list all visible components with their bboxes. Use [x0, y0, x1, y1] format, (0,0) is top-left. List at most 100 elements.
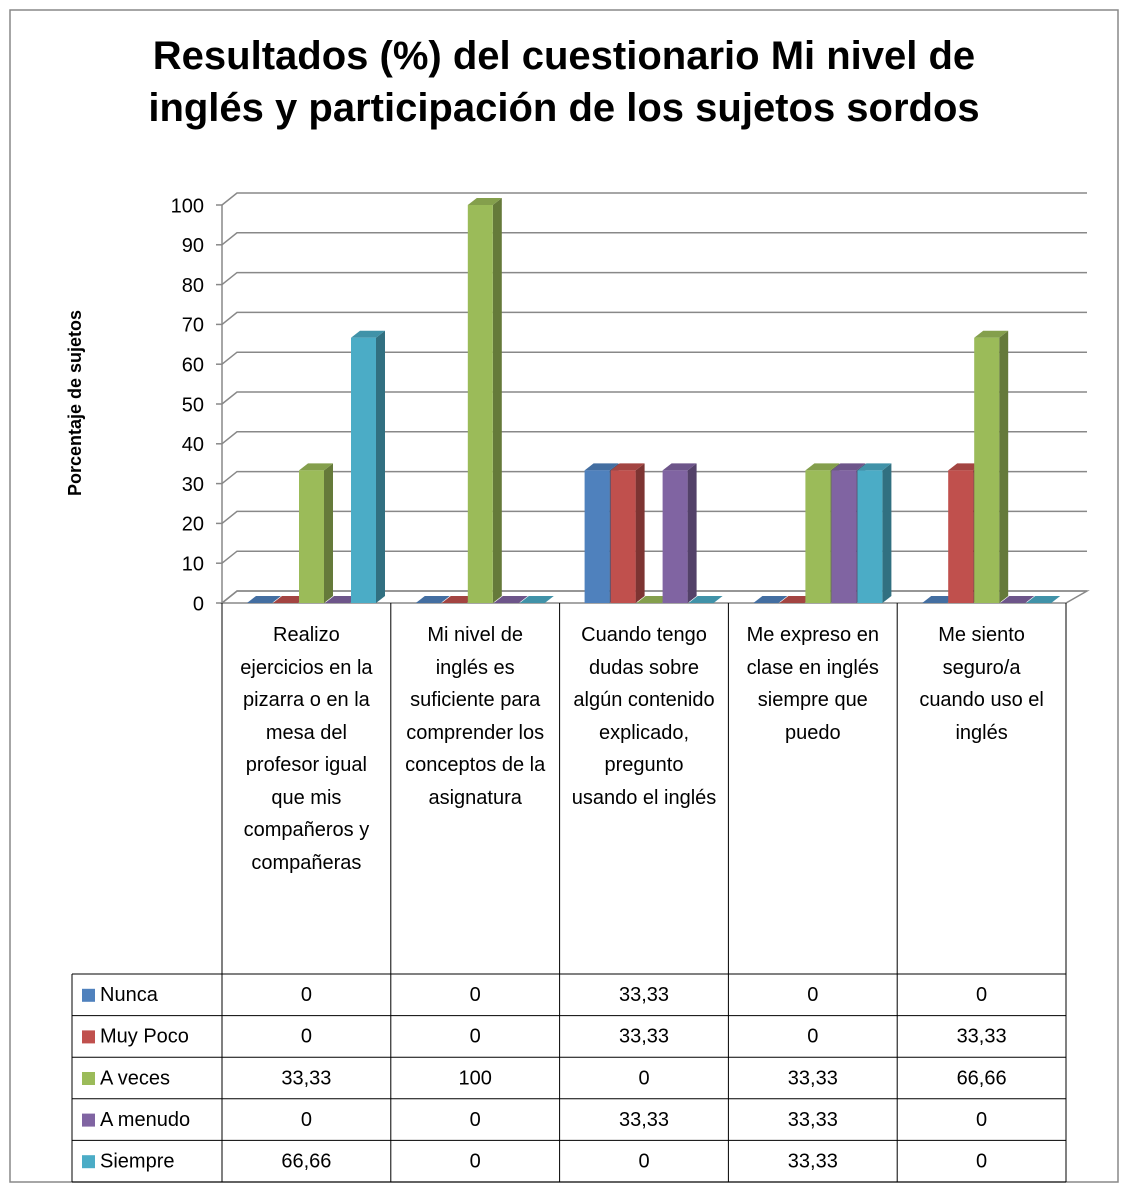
table-value: 33,33	[619, 1026, 669, 1048]
bar	[636, 596, 671, 604]
bar-top	[273, 596, 307, 603]
bar	[922, 596, 957, 604]
bar	[247, 596, 281, 604]
grid-line	[221, 391, 1087, 405]
y-axis-label: Porcentaje de sujetos	[65, 310, 85, 496]
legend-label: Muy Poco	[100, 1026, 189, 1048]
y-tick-label: 80	[182, 275, 204, 297]
bar-top	[857, 463, 892, 471]
bar-top	[753, 596, 788, 603]
bar-top	[467, 198, 502, 205]
y-tick-label: 50	[182, 394, 204, 416]
bar-front	[974, 337, 1000, 603]
grid-line	[221, 192, 1087, 206]
y-tick-label: 30	[182, 474, 204, 496]
bar-top	[299, 463, 333, 471]
grid-line	[221, 431, 1087, 445]
legend-key	[82, 988, 95, 1002]
bar-top	[922, 596, 957, 603]
bar-top	[948, 463, 983, 471]
bar-side	[687, 463, 697, 603]
bar-top	[610, 463, 645, 471]
y-tick-label: 20	[182, 514, 204, 536]
grid-line	[221, 311, 1087, 325]
table-value: 0	[807, 984, 818, 1006]
bar-side	[635, 463, 645, 603]
bar	[688, 596, 723, 604]
bar-front	[831, 470, 857, 603]
bar-side	[324, 463, 333, 603]
bar	[441, 596, 476, 604]
table-value: 100	[459, 1067, 492, 1089]
table-value: 0	[638, 1150, 649, 1172]
chart-title: Resultados (%) del cuestionario Mi nivel…	[148, 34, 980, 130]
title-box: Resultados (%) del cuestionario Mi nivel…	[148, 34, 980, 130]
table-value: 0	[470, 1150, 481, 1172]
bar	[467, 198, 502, 603]
table-value: 0	[470, 984, 481, 1006]
table-value: 0	[301, 1109, 312, 1131]
grid-line	[221, 510, 1087, 524]
bar-top	[584, 463, 619, 471]
bar	[974, 330, 1009, 603]
bar-front	[299, 470, 324, 603]
legend-label: Nunca	[100, 984, 159, 1006]
bar-front	[584, 470, 610, 603]
table-value: 33,33	[619, 984, 669, 1006]
bar-top	[519, 596, 554, 603]
bar-top	[662, 463, 697, 471]
table-value: 0	[976, 984, 987, 1006]
table-value: 0	[807, 1026, 818, 1048]
bar-front	[857, 470, 883, 603]
bar-side	[999, 330, 1009, 603]
grid-line	[221, 550, 1087, 564]
bar-front	[662, 470, 688, 603]
bar-top	[415, 596, 450, 603]
bar	[753, 596, 788, 604]
legend-label: Siempre	[100, 1150, 174, 1172]
table-value: 33,33	[619, 1109, 669, 1131]
grid-line	[221, 232, 1087, 246]
x-tick-label: Me expreso en clase en inglés siempre qu…	[746, 624, 879, 744]
bar-front	[948, 470, 974, 603]
bar	[273, 596, 307, 604]
y-tick-label: 70	[182, 315, 204, 337]
bar-top	[1026, 596, 1061, 603]
bar	[662, 463, 697, 603]
x-tick-label: Realizo ejercicios en la pizarra o en la…	[240, 624, 373, 874]
y-tick-label: 60	[182, 354, 204, 376]
bar-top	[493, 596, 528, 603]
bar-top	[1000, 596, 1035, 603]
bar	[493, 596, 528, 604]
bar-top	[779, 596, 814, 603]
y-tick-label: 100	[171, 195, 204, 217]
bar-top	[805, 463, 840, 471]
table-value: 33,33	[788, 1109, 838, 1131]
table-value: 0	[976, 1109, 987, 1131]
bar	[351, 330, 385, 603]
legend-label: A menudo	[100, 1109, 190, 1131]
x-tick-label: Cuando tengo dudas sobre algún contenido…	[571, 624, 717, 809]
bar-side	[376, 330, 385, 603]
y-tick-label: 10	[182, 553, 204, 575]
bar	[610, 463, 645, 603]
table-value: 0	[976, 1150, 987, 1172]
bar-front	[805, 470, 831, 603]
bar-front	[467, 205, 493, 603]
table-value: 0	[470, 1026, 481, 1048]
bar-front	[351, 337, 376, 603]
bar-top	[351, 330, 385, 338]
bar-front	[610, 470, 636, 603]
bar-top	[325, 596, 359, 603]
bar-top	[636, 596, 671, 603]
table-value: 33,33	[957, 1026, 1007, 1048]
bar-top	[831, 463, 866, 471]
grid-line	[221, 470, 1087, 485]
legend-key	[82, 1030, 95, 1044]
x-tick-label: Mi nivel de inglés es suficiente para co…	[405, 624, 546, 809]
table-value: 33,33	[788, 1067, 838, 1089]
bar-top	[247, 596, 281, 603]
table-value: 0	[638, 1067, 649, 1089]
bar	[1000, 596, 1035, 604]
